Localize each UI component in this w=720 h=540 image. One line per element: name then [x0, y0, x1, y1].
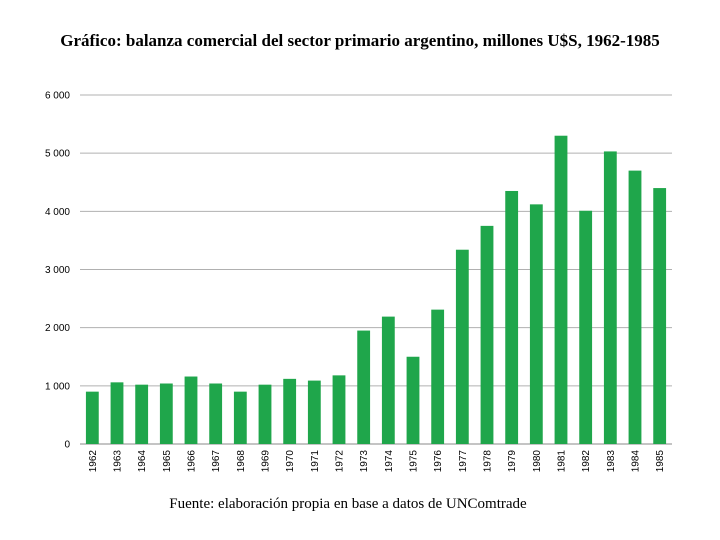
y-tick-label: 5 000 [45, 149, 70, 160]
x-tick-label: 1970 [285, 450, 296, 473]
x-tick-label: 1968 [236, 450, 247, 473]
x-tick-label: 1973 [359, 450, 370, 473]
x-tick-label: 1964 [137, 450, 148, 473]
bar-1966 [184, 376, 198, 444]
chart-title: Gráfico: balanza comercial del sector pr… [60, 31, 660, 50]
bar-1974 [381, 316, 395, 444]
source-note: Fuente: elaboración propia en base a dat… [169, 496, 527, 512]
bar-1970 [283, 378, 297, 444]
x-tick-label: 1967 [211, 450, 222, 473]
x-tick-label: 1977 [458, 450, 469, 473]
y-tick-label: 1 000 [45, 381, 70, 392]
x-tick-label: 1976 [433, 450, 444, 473]
x-tick-label: 1965 [162, 450, 173, 473]
bar-1977 [455, 249, 469, 444]
bar-1980 [529, 204, 543, 444]
x-tick-label: 1974 [384, 450, 395, 473]
bar-1983 [603, 151, 617, 444]
y-tick-label: 4 000 [45, 207, 70, 218]
bar-1978 [480, 225, 494, 444]
x-tick-label: 1980 [532, 450, 543, 473]
y-axis-labels: 0 1 000 2 000 3 000 4 000 5 000 6 000 [45, 91, 70, 451]
x-axis-labels: 1962 1963 1964 1965 1966 1967 1968 1969 1970 1971… [88, 450, 666, 473]
bar-1969 [258, 384, 272, 444]
x-tick-label: 1969 [261, 450, 272, 473]
gridlines [80, 94, 672, 445]
x-tick-label: 1979 [507, 450, 518, 473]
x-tick-label: 1983 [606, 450, 617, 473]
bar-1971 [307, 380, 321, 444]
x-tick-label: 1982 [581, 450, 592, 473]
bar-1984 [628, 170, 642, 444]
y-tick-label: 0 [64, 440, 70, 451]
y-tick-label: 3 000 [45, 265, 70, 276]
bar-1975 [406, 356, 420, 444]
x-tick-label: 1972 [335, 450, 346, 473]
bar-1973 [357, 330, 371, 444]
x-tick-label: 1978 [483, 450, 494, 473]
bar-1967 [209, 383, 223, 444]
x-tick-label: 1971 [310, 450, 321, 473]
bar-1982 [579, 210, 593, 444]
x-tick-label: 1963 [113, 450, 124, 473]
bars [85, 135, 667, 444]
bar-1976 [431, 309, 445, 444]
x-tick-label: 1975 [409, 450, 420, 473]
x-tick-label: 1985 [655, 450, 666, 473]
bar-1985 [653, 188, 667, 444]
bar-1965 [159, 383, 173, 444]
y-tick-label: 6 000 [45, 91, 70, 102]
x-tick-label: 1966 [187, 450, 198, 473]
bar-1964 [135, 384, 149, 444]
bar-1968 [233, 391, 247, 444]
bar-1979 [505, 190, 519, 444]
x-tick-label: 1984 [631, 450, 642, 473]
x-tick-label: 1962 [88, 450, 99, 473]
bar-1972 [332, 375, 346, 444]
y-tick-label: 2 000 [45, 323, 70, 334]
bar-1963 [110, 382, 124, 444]
bar-1962 [85, 391, 99, 444]
x-tick-label: 1981 [557, 450, 568, 473]
bar-1981 [554, 135, 568, 444]
